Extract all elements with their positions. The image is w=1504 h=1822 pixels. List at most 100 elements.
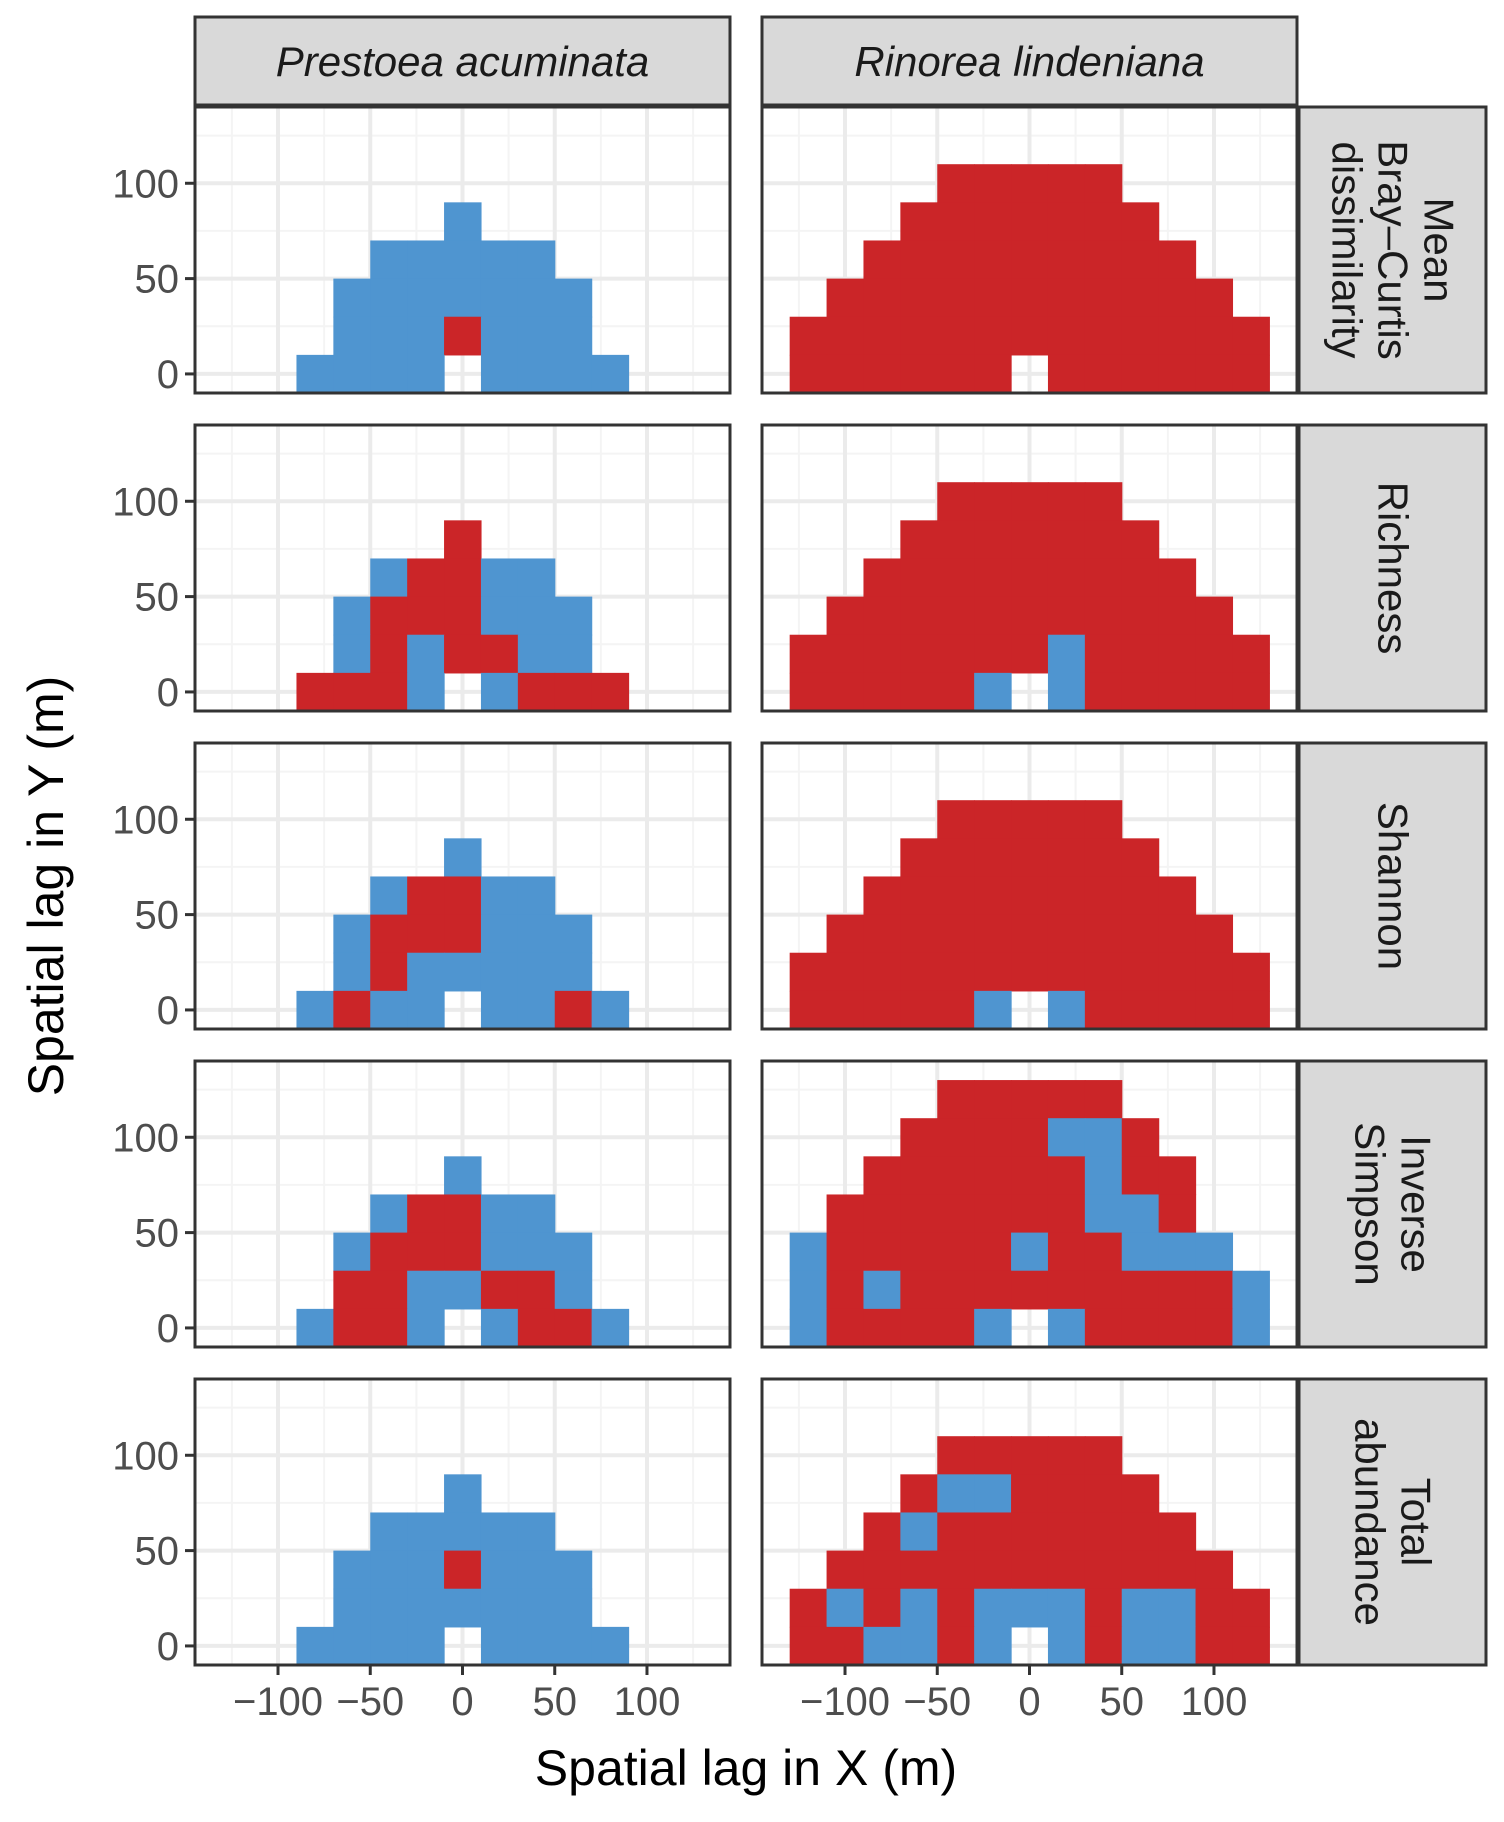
heatmap-cell-blue [554,316,593,356]
heatmap-cell-red [444,634,482,674]
row-strip [1297,423,1488,713]
heatmap-cell-blue [407,1308,445,1348]
heatmap-cell-blue [789,1232,828,1272]
heatmap-cell-blue [554,354,593,394]
heatmap-cell-red [1121,1118,1160,1157]
heatmap-cell-red [1121,596,1160,636]
heatmap-cell-red [974,914,1012,954]
heatmap-cell-red [900,876,938,916]
heatmap-cell-red [1084,1588,1123,1628]
heatmap-cell-red [296,672,334,712]
heatmap-cell-red [974,1550,1012,1590]
heatmap-cell-red [444,1232,482,1272]
heatmap-cell-red [1011,1550,1049,1590]
x-tick-label: −100 [233,1680,323,1724]
heatmap-cell-red [1011,876,1049,916]
heatmap-cell-red [444,1194,482,1234]
heatmap-cell-red [1011,1270,1049,1310]
heatmap-cell-red [1121,316,1160,356]
heatmap-cell-red [1195,1308,1234,1348]
heatmap-cell-red [1195,1626,1234,1666]
heatmap-cell-red [444,558,482,598]
y-tick-label: 50 [135,258,180,302]
heatmap-cell-red [789,672,828,712]
heatmap-cell-red [974,1270,1012,1310]
heatmap-cell-blue [937,1474,975,1514]
heatmap-cell-red [863,1308,901,1348]
heatmap-cell-blue [370,1626,408,1666]
heatmap-cell-red [1195,354,1234,394]
heatmap-cell-red [333,1270,371,1310]
heatmap-cell-blue [407,1588,445,1628]
heatmap-cell-red [1084,278,1123,318]
heatmap-cell-red [370,1232,408,1272]
y-tick-label: 50 [135,576,180,620]
heatmap-cell-red [444,914,482,954]
heatmap-cell-red [1011,558,1049,598]
heatmap-cell-red [1084,1474,1123,1514]
heatmap-cell-blue [407,1626,445,1666]
row-strip-label: Totalabundance [1347,1418,1440,1626]
heatmap-cell-blue [296,1308,334,1348]
heatmap-cell-red [1232,672,1270,712]
heatmap-cell-red [900,202,938,242]
heatmap-cell-red [974,876,1012,916]
heatmap-cell-red [517,1308,556,1348]
heatmap-cell-blue [444,1270,482,1310]
heatmap-cell-blue [517,876,556,916]
heatmap-cell-blue [407,1270,445,1310]
heatmap-cell-red [863,558,901,598]
heatmap-cell-red [863,316,901,356]
heatmap-cell-red [937,1626,975,1666]
heatmap-cell-red [370,914,408,954]
heatmap-cell-red [900,240,938,280]
heatmap-cell-blue [444,278,482,318]
heatmap-cell-blue [554,1270,593,1310]
heatmap-cell-red [974,1232,1012,1272]
heatmap-cell-red [1011,634,1049,674]
heatmap-cell-blue [554,1626,593,1666]
heatmap-cell-blue [974,1474,1012,1514]
heatmap-cell-blue [1158,1588,1197,1628]
heatmap-cell-red [974,202,1012,242]
heatmap-cell-blue [1047,1588,1086,1628]
heatmap-cell-red [1084,596,1123,636]
heatmap-cell-red [937,876,975,916]
heatmap-cell-red [937,634,975,674]
heatmap-cell-red [937,1436,975,1475]
heatmap-cell-blue [370,1550,408,1590]
heatmap-cell-red [370,1270,408,1310]
row-strip-label-line: Inverse [1393,1135,1440,1273]
heatmap-cell-blue [789,1270,828,1310]
heatmap-cell-blue [480,990,519,1030]
heatmap-cell-red [1047,202,1086,242]
heatmap-cell-red [370,1308,408,1348]
heatmap-cell-red [1011,278,1049,318]
heatmap-cell-red [1047,1194,1086,1234]
heatmap-cell-red [1232,316,1270,356]
heatmap-cell-red [1195,316,1234,356]
column-strip [193,15,732,107]
y-tick-label: 100 [112,162,179,206]
heatmap-cell-blue [1158,1232,1197,1272]
heatmap-cell-blue [444,1156,482,1196]
heatmap-cell-blue [407,1550,445,1590]
y-tick-label: 50 [135,1530,180,1574]
heatmap-cell-blue [333,634,371,674]
heatmap-cell-red [1121,952,1160,992]
heatmap-cell-red [1121,914,1160,954]
heatmap-cell-red [789,634,828,674]
heatmap-cell-blue [333,914,371,954]
heatmap-cell-blue [333,354,371,394]
row-strip [1297,741,1488,1031]
heatmap-cell-red [1121,1156,1160,1196]
heatmap-cell-blue [370,316,408,356]
heatmap-cell-blue [407,672,445,712]
y-tick-label: 0 [157,671,179,715]
heatmap-cell-blue [517,558,556,598]
heatmap-cell-red [1084,634,1123,674]
heatmap-cell-blue [517,952,556,992]
heatmap-cell-red [974,164,1012,203]
heatmap-cell-red [900,278,938,318]
heatmap-cell-red [1121,1550,1160,1590]
